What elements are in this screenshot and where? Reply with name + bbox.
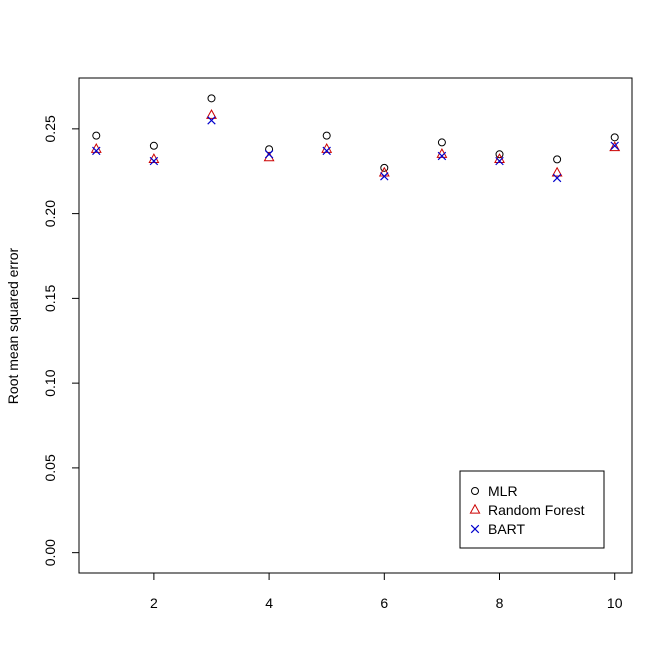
y-tick-label: 0.20 <box>42 200 58 227</box>
legend-random-forest-label: Random Forest <box>488 502 585 518</box>
mlr-point <box>207 94 216 103</box>
y-axis: 0.00 0.05 0.10 0.15 0.20 0.25 <box>42 115 80 566</box>
x-axis: 2 4 6 8 10 <box>150 572 623 611</box>
mlr-point <box>92 131 101 140</box>
x-tick-label: 6 <box>380 595 388 611</box>
mlr-point <box>437 138 446 147</box>
bart-point <box>92 146 101 156</box>
random-forest-point <box>206 109 217 119</box>
legend-bart-symbol <box>470 524 480 534</box>
legend-mlr-label: MLR <box>488 483 518 499</box>
legend-mlr-symbol <box>471 487 479 495</box>
bart-point <box>149 156 159 166</box>
mlr-point <box>149 141 158 150</box>
bart-point <box>322 146 331 156</box>
bart-point <box>552 173 562 183</box>
mlr-point <box>610 133 619 142</box>
y-tick-label: 0.05 <box>42 454 58 481</box>
x-tick-label: 2 <box>150 595 158 611</box>
legend-random-forest-symbol <box>469 503 481 514</box>
y-axis-title: Root mean squared error <box>5 247 21 404</box>
y-tick-label: 0.10 <box>42 369 58 396</box>
legend-bart-label: BART <box>488 521 526 537</box>
x-tick-label: 8 <box>496 595 504 611</box>
x-tick-label: 4 <box>265 595 273 611</box>
bart-point <box>495 156 504 166</box>
random-forest-point <box>551 166 563 177</box>
y-tick-label: 0.00 <box>42 539 58 566</box>
bart-point <box>380 172 389 181</box>
x-tick-label: 10 <box>607 595 623 611</box>
mlr-point <box>495 150 504 159</box>
y-tick-label: 0.15 <box>42 285 58 312</box>
bart-point <box>264 150 274 159</box>
data-points <box>90 94 621 183</box>
mlr-point <box>553 155 562 164</box>
mlr-point <box>380 163 389 172</box>
legend: MLR Random Forest BART <box>459 470 605 549</box>
random-forest-point <box>609 141 621 152</box>
bart-point <box>610 141 619 151</box>
y-tick-label: 0.25 <box>42 115 58 142</box>
bart-point <box>207 116 216 125</box>
mlr-point <box>322 131 331 140</box>
bart-point <box>437 151 447 161</box>
legend-box <box>459 470 605 549</box>
